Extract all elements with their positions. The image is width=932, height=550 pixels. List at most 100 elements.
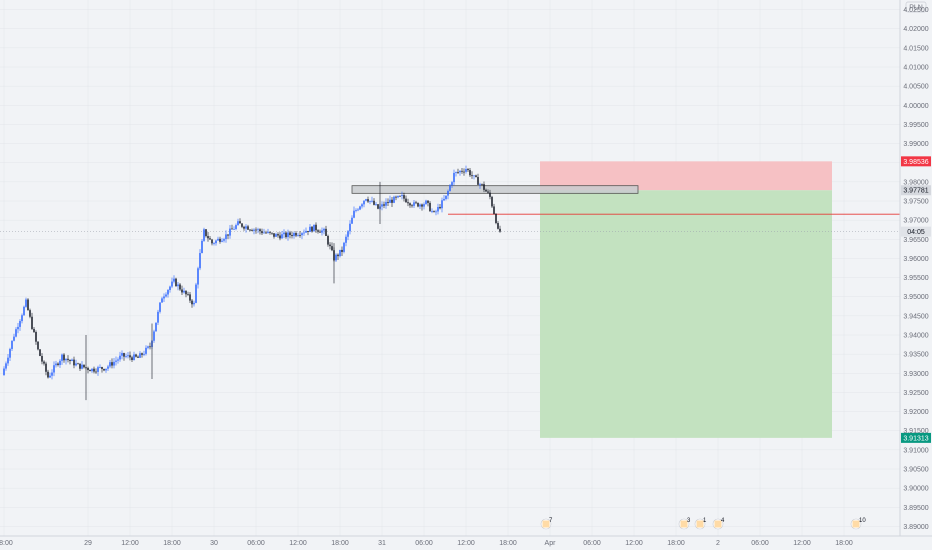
candle-body xyxy=(81,364,83,369)
candle-body xyxy=(207,236,209,239)
x-tick-label: 29 xyxy=(84,540,92,547)
candle-body xyxy=(369,200,371,202)
x-tick-label: 18:00 xyxy=(331,540,349,547)
event-flag-icon[interactable] xyxy=(850,518,862,530)
candle-body xyxy=(129,355,131,358)
candle-body xyxy=(305,230,307,233)
candle-body xyxy=(477,177,479,185)
candle-body xyxy=(409,203,411,206)
y-tick-label: 3.96500 xyxy=(903,237,928,244)
candle-body xyxy=(21,315,23,322)
countdown-tag: 04:05 xyxy=(907,229,925,236)
candle-body xyxy=(473,175,475,177)
candle-body xyxy=(15,329,17,337)
event-flag-icon[interactable] xyxy=(694,518,706,530)
candle-body xyxy=(199,253,201,269)
event-count: 7 xyxy=(549,518,553,524)
candle-body xyxy=(59,360,61,365)
candle-body xyxy=(343,242,345,252)
target-price-tag: 3.91313 xyxy=(903,435,928,442)
candle-body xyxy=(251,229,253,231)
candle-body xyxy=(53,365,55,373)
candle-body xyxy=(253,229,255,231)
event-count: 3 xyxy=(687,518,691,524)
x-tick-label: 06:00 xyxy=(247,540,265,547)
candle-body xyxy=(255,229,257,231)
event-flag-icon[interactable] xyxy=(678,518,690,530)
x-tick-label: 06:00 xyxy=(583,540,601,547)
candle-body xyxy=(293,232,295,237)
candle-body xyxy=(173,278,175,282)
candle-body xyxy=(47,371,49,378)
candle-body xyxy=(49,375,51,378)
candle-body xyxy=(147,346,149,348)
candle-body xyxy=(303,232,305,234)
candle-body xyxy=(235,225,237,229)
candle-body xyxy=(383,204,385,206)
candle-body xyxy=(439,207,441,209)
candle-body xyxy=(325,228,327,236)
candle-body xyxy=(309,226,311,232)
event-flag-icon[interactable] xyxy=(712,518,724,530)
price-axis[interactable]: PLN 4.02500 4.02000 4.01500 4.01000 4.00500 4… xyxy=(899,0,932,536)
candle-body xyxy=(203,229,205,241)
event-count: 4 xyxy=(721,518,725,524)
y-tick-label: 3.95500 xyxy=(903,275,928,282)
y-tick-label: 3.90500 xyxy=(903,467,928,474)
y-tick-label: 3.98000 xyxy=(903,179,928,186)
candle-body xyxy=(217,238,219,241)
take-profit-zone[interactable] xyxy=(540,190,832,438)
candle-body xyxy=(371,200,373,202)
candle-body xyxy=(355,210,357,211)
y-tick-label: 3.96000 xyxy=(903,256,928,263)
candle-body xyxy=(285,232,287,238)
candle-body xyxy=(87,367,89,371)
y-tick-label: 3.91500 xyxy=(903,428,928,435)
currency-badge[interactable] xyxy=(905,1,927,13)
long-position-tool[interactable] xyxy=(540,161,832,438)
candle-body xyxy=(275,234,277,237)
candle-body xyxy=(399,195,401,197)
candle-body xyxy=(125,356,127,357)
candle-body xyxy=(243,226,245,229)
candle-body xyxy=(483,184,485,190)
candle-body xyxy=(19,321,21,327)
candle-body xyxy=(489,192,491,197)
candle-body xyxy=(41,355,43,362)
candle-body xyxy=(279,235,281,239)
candle-body xyxy=(73,359,75,366)
zone-rectangle[interactable] xyxy=(351,185,639,194)
economic-events[interactable]: 7 3 1 4 10 xyxy=(540,518,866,530)
horizontal-line[interactable] xyxy=(0,213,900,232)
resistance-zone[interactable] xyxy=(351,185,639,194)
candle-body xyxy=(337,254,339,257)
candle-body xyxy=(267,231,269,233)
candle-body xyxy=(141,353,143,355)
x-tick-label: 12:00 xyxy=(121,540,139,547)
candlestick-series xyxy=(3,165,501,401)
candle-body xyxy=(307,230,309,232)
y-tick-label: 3.90000 xyxy=(903,486,928,493)
event-flag-fill xyxy=(680,520,688,528)
candle-body xyxy=(495,213,497,224)
x-tick-label: 06:00 xyxy=(415,540,433,547)
candle-body xyxy=(357,209,359,211)
candle-body xyxy=(339,249,341,257)
candle-body xyxy=(143,353,145,355)
target-price-tag-bg xyxy=(901,432,931,443)
candle-body xyxy=(353,210,355,218)
candle-body xyxy=(403,195,405,199)
time-axis[interactable]: 18:00 29 12:00 18:00 30 06:00 12:00 18:00 31 06:0… xyxy=(0,535,932,550)
candle-body xyxy=(89,370,91,372)
candle-body xyxy=(417,202,419,207)
candle-body xyxy=(281,234,283,239)
candle-body xyxy=(153,331,155,341)
event-flag-icon[interactable] xyxy=(540,518,552,530)
candle-body xyxy=(315,224,317,231)
candle-body xyxy=(497,223,499,229)
y-tick-label: 3.95000 xyxy=(903,294,928,301)
y-tick-label: 4.02000 xyxy=(903,26,928,33)
candle-body xyxy=(387,202,389,203)
candle-body xyxy=(23,306,25,316)
